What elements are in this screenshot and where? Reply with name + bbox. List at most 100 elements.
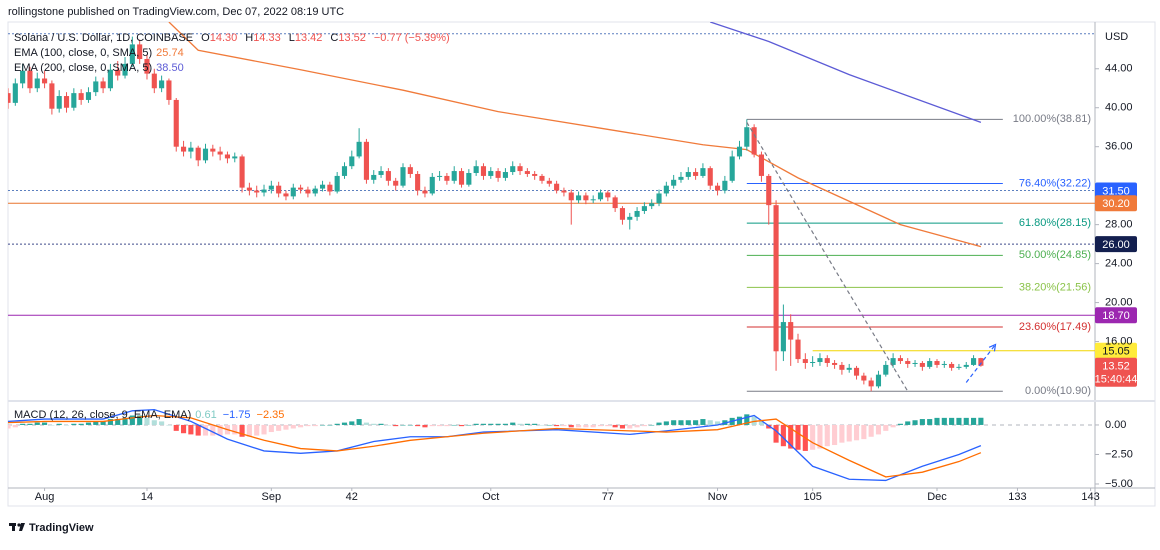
candle-body	[63, 96, 70, 108]
x-tick-label: 105	[803, 491, 821, 503]
candle-body	[261, 189, 267, 193]
fib-label: 100.00%(38.81)	[1013, 113, 1091, 125]
candle-body	[729, 156, 735, 181]
candle-body	[34, 78, 40, 89]
histogram-bar	[56, 423, 62, 425]
last-price-tag	[1095, 357, 1137, 387]
candle-body	[312, 188, 318, 194]
x-tick-label: Oct	[482, 491, 499, 503]
histogram-bar	[400, 424, 406, 426]
candle-body	[495, 171, 501, 178]
publish-note: rollingstone published on TradingView.co…	[8, 6, 344, 18]
histogram-bar	[261, 424, 267, 435]
histogram-bar	[356, 419, 362, 425]
macd-value: −2.35	[257, 409, 285, 421]
candle-body	[597, 192, 604, 200]
histogram-bar	[115, 419, 121, 425]
candle-body	[488, 171, 494, 176]
candle-body	[561, 190, 567, 193]
candle-body	[400, 167, 406, 186]
histogram-bar	[319, 424, 326, 426]
candle-body	[905, 361, 911, 364]
histogram-bar	[276, 424, 282, 431]
histogram-bar	[927, 419, 933, 425]
histogram-bar	[897, 423, 903, 425]
histogram-bar	[656, 422, 662, 425]
histogram-bar	[539, 424, 545, 426]
price-tag-label: 18.70	[1102, 310, 1130, 322]
ema-line	[168, 22, 982, 248]
histogram-bar	[685, 420, 691, 425]
candle-body	[159, 80, 165, 89]
y-tick-label: 16.00	[1105, 335, 1133, 347]
histogram-bar	[890, 424, 896, 428]
candle-body	[612, 197, 618, 209]
histogram-bar	[517, 423, 523, 425]
histogram-bar	[700, 419, 706, 425]
y-tick-label: −2.50	[1105, 448, 1133, 460]
candle-body	[941, 363, 947, 365]
candle-body	[290, 187, 296, 197]
ohlc-key: O	[201, 32, 210, 44]
histogram-bar	[671, 420, 677, 425]
candle-body	[868, 380, 874, 387]
chart-frame	[7, 21, 1156, 507]
histogram-bar	[597, 424, 604, 427]
x-tick-label: Dec	[927, 491, 947, 503]
price-tag-label: 15.05	[1102, 346, 1130, 358]
ema-name: EMA (100, close, 0, SMA, 5)	[14, 47, 152, 59]
candle-body	[20, 70, 26, 84]
histogram-bar	[590, 424, 596, 428]
histogram-bar	[34, 422, 40, 425]
candle-body	[539, 175, 545, 181]
histogram-bar	[49, 424, 55, 426]
candle-body	[934, 361, 940, 365]
fib-label: 38.20%(21.56)	[1019, 281, 1091, 293]
histogram-bar	[246, 424, 252, 437]
candle-body	[356, 141, 362, 157]
candle-body	[883, 364, 889, 375]
candle-body	[788, 322, 794, 340]
candle-body	[268, 185, 274, 190]
ema-line	[710, 22, 982, 123]
candle-body	[480, 166, 487, 176]
candle-body	[327, 184, 333, 192]
macd-line	[8, 414, 982, 478]
candle-body	[802, 359, 808, 363]
candle-body	[832, 362, 838, 365]
histogram-bar	[788, 424, 794, 449]
countdown-label: 15:40:44	[1095, 374, 1138, 386]
histogram-bar	[612, 424, 618, 428]
candle-body	[583, 195, 589, 201]
candle-body	[700, 168, 706, 176]
histogram-bar	[641, 424, 647, 427]
histogram-bar	[100, 421, 106, 425]
price-tag-label: 31.50	[1102, 185, 1130, 197]
candle-body	[444, 175, 450, 181]
candle-body	[151, 73, 157, 89]
histogram-bar	[846, 424, 852, 442]
macd-value: 0.61	[195, 409, 216, 421]
arrow-head	[988, 343, 997, 352]
histogram-bar	[12, 424, 18, 428]
fib-label: 0.00%(10.90)	[1025, 385, 1091, 397]
histogram-bar	[85, 422, 92, 425]
candle-body	[971, 358, 977, 365]
candle-body	[890, 358, 896, 365]
candle-body	[671, 179, 677, 186]
x-tick-label: 133	[1008, 491, 1026, 503]
histogram-bar	[129, 415, 135, 425]
candle-body	[524, 171, 530, 174]
histogram-bar	[883, 424, 889, 431]
histogram-bar	[63, 424, 70, 426]
candle-body	[363, 141, 369, 180]
candle-body	[283, 193, 289, 197]
candle-body	[956, 366, 962, 368]
candle-body	[12, 83, 18, 103]
price-tag	[1095, 195, 1137, 212]
candle-body	[378, 171, 384, 175]
histogram-bar	[634, 424, 640, 428]
candle-body	[641, 206, 647, 211]
ohlc-key: L	[289, 32, 295, 44]
